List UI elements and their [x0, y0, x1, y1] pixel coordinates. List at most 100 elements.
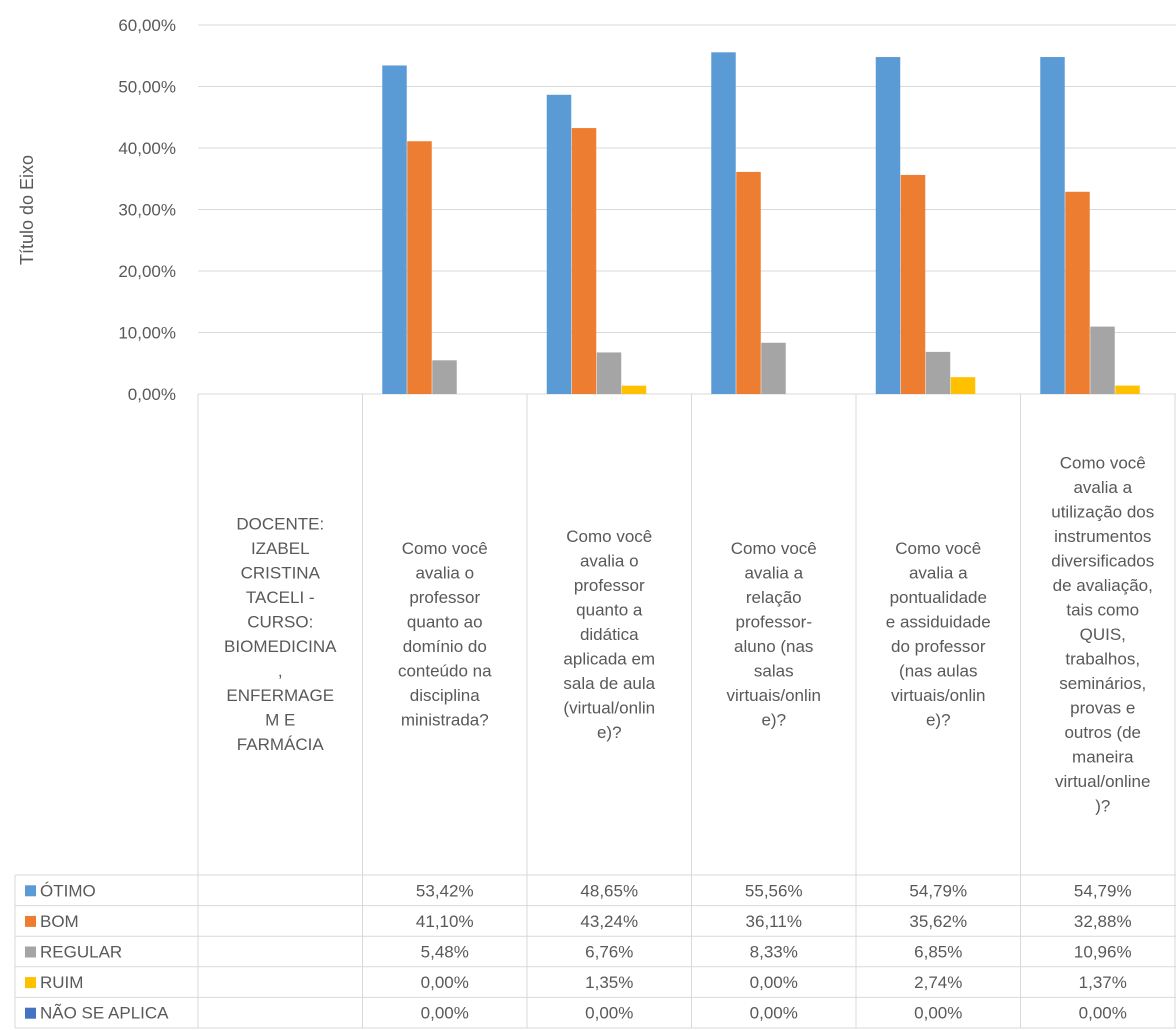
category-label-line: FARMÁCIA: [237, 735, 325, 754]
bar: [407, 141, 432, 394]
data-label: 0,00%: [750, 973, 798, 992]
data-label: 0,00%: [585, 1004, 633, 1023]
bar: [621, 385, 647, 394]
y-tick-label: 60,00%: [118, 16, 176, 35]
data-label: 48,65%: [580, 881, 638, 900]
category-label-line: instrumentos: [1054, 527, 1151, 546]
category-label-line: aplicada em: [563, 649, 655, 668]
category-label-line: e)?: [761, 711, 786, 730]
data-label: 0,00%: [1079, 1004, 1127, 1023]
category-label: Como você avalia a relação professor-aluno …: [727, 539, 822, 730]
legend-key: [25, 946, 36, 958]
data-label: 54,79%: [909, 881, 967, 900]
y-tick-label: 40,00%: [118, 139, 176, 158]
category-label-line: sala de aula: [563, 674, 655, 693]
series-label: BOM: [40, 912, 79, 931]
category-label-line: virtuais/onlin: [727, 686, 822, 705]
category-label-line: ministrada?: [401, 711, 489, 730]
legend-key: [25, 915, 36, 927]
bar: [925, 351, 951, 394]
bar: [736, 171, 761, 394]
data-label: 0,00%: [914, 1004, 962, 1023]
category-label-line: BIOMEDICINA: [224, 637, 337, 656]
data-label: 54,79%: [1074, 881, 1132, 900]
category-label-line: )?: [1095, 796, 1110, 815]
data-label: 53,42%: [416, 881, 474, 900]
y-tick-label: 10,00%: [118, 324, 176, 343]
data-label: 1,35%: [585, 973, 633, 992]
category-label-line: quanto ao: [407, 613, 483, 632]
category-label-line: CRISTINA: [241, 564, 321, 583]
bar: [950, 377, 976, 394]
category-label-line: provas e: [1070, 698, 1135, 717]
bar: [1115, 385, 1140, 394]
data-label: 36,11%: [746, 912, 802, 931]
category-label-line: IZABEL: [251, 539, 310, 558]
category-label-line: avalia o: [580, 551, 639, 570]
category-label-line: trabalhos,: [1065, 649, 1140, 668]
category-label: Como você avalia a utilização dos instrumen…: [1051, 453, 1154, 815]
category-label-line: ENFERMAGE: [226, 686, 334, 705]
category-label-line: ,: [278, 662, 283, 681]
data-label: 6,76%: [585, 943, 633, 962]
category-label-line: salas: [754, 662, 794, 681]
category-label-line: e)?: [597, 723, 622, 742]
category-label-line: de avaliação,: [1053, 576, 1153, 595]
legend-key: [25, 1007, 36, 1019]
data-label: 0,00%: [421, 973, 469, 992]
data-label: 8,33%: [750, 943, 798, 962]
data-label: 5,48%: [421, 943, 469, 962]
category-label-line: relação: [746, 588, 802, 607]
data-label: 6,85%: [914, 943, 962, 962]
gridlines: [198, 24, 1176, 395]
category-label: Como você avalia o professor quanto a didáti…: [563, 527, 655, 742]
bar: [1090, 326, 1115, 394]
category-label-line: virtuais/onlin: [891, 686, 986, 705]
category-label-line: (virtual/onlin: [563, 698, 655, 717]
category-label-line: seminários,: [1059, 674, 1146, 693]
bar: [571, 128, 597, 394]
category-label-line: outros (de: [1064, 723, 1141, 742]
category-label-line: do professor: [891, 637, 986, 656]
category-label-line: diversificados: [1051, 551, 1154, 570]
category-label-line: Como você: [566, 527, 652, 546]
category-label-line: maneira: [1072, 747, 1134, 766]
category-label-line: Como você: [731, 539, 817, 558]
data-label: 41,10%: [416, 912, 474, 931]
data-label: 10,96%: [1074, 943, 1132, 962]
bars: [382, 52, 1140, 395]
category-label-line: CURSO:: [247, 613, 313, 632]
legend-key: [25, 977, 36, 989]
category-label-line: (nas aulas: [899, 662, 977, 681]
category-label-line: tais como: [1066, 600, 1139, 619]
series-label: RUIM: [40, 973, 83, 992]
data-label: 0,00%: [750, 1004, 798, 1023]
category-label-line: avalia a: [1073, 478, 1132, 497]
y-tick-label: 20,00%: [118, 262, 176, 281]
y-tick-label: 50,00%: [118, 78, 176, 97]
data-label: 55,56%: [745, 881, 803, 900]
category-label-line: virtual/online: [1055, 772, 1150, 791]
legend-key: [25, 885, 36, 897]
category-label-line: TACELI -: [246, 588, 315, 607]
bar: [761, 342, 786, 394]
category-label-line: DOCENTE:: [236, 515, 324, 534]
category-label-line: disciplina: [410, 686, 480, 705]
bar: [711, 52, 736, 394]
bar: [900, 174, 926, 394]
category-label-line: Como você: [402, 539, 488, 558]
bar: [546, 94, 572, 395]
data-label: 0,00%: [421, 1004, 469, 1023]
category-label: DOCENTE: IZABEL CRISTINA TACELI - CURSO: BIOM…: [224, 515, 337, 755]
data-label: 43,24%: [580, 912, 638, 931]
data-label: 1,37%: [1079, 973, 1127, 992]
data-label: 32,88%: [1074, 912, 1132, 931]
category-label-line: e)?: [926, 711, 951, 730]
category-label-line: Como você: [895, 539, 981, 558]
category-label-line: e assiduidade: [886, 613, 991, 632]
series-label: REGULAR: [40, 943, 122, 962]
bar: [382, 65, 407, 394]
category-label-line: conteúdo na: [398, 662, 492, 681]
category-label-line: aluno (nas: [734, 637, 813, 656]
